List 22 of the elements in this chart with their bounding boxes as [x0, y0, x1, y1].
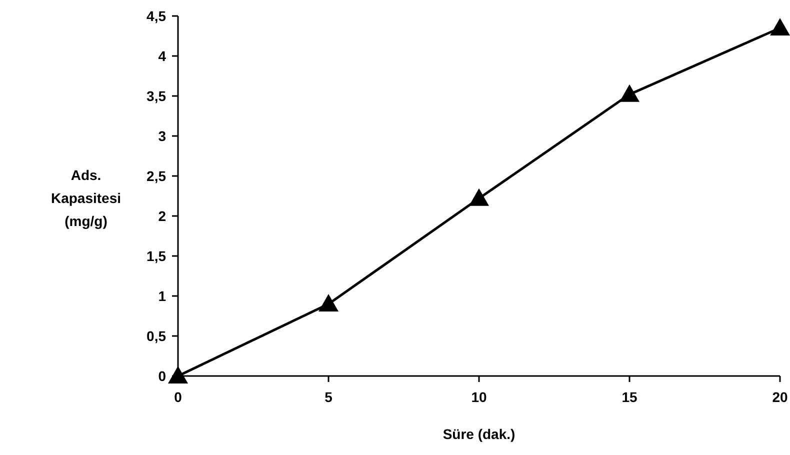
y-tick-label: 3 — [158, 128, 166, 144]
point — [318, 294, 338, 312]
point — [469, 188, 489, 206]
x-tick-label: 10 — [471, 389, 487, 405]
x-tick-label: 20 — [772, 389, 788, 405]
x-tick-label: 0 — [174, 389, 182, 405]
y-tick-label: 3,5 — [146, 88, 166, 104]
point — [770, 18, 790, 36]
x-tick-label: 15 — [622, 389, 638, 405]
x-axis-title: Süre (dak.) — [442, 426, 516, 442]
y-tick-label: 1,5 — [146, 248, 166, 264]
x-tick-label: 5 — [324, 389, 333, 405]
y-tick-label: 2 — [158, 208, 166, 224]
y-axis-title: Ads. Kapasitesi (mg/g) — [50, 167, 122, 229]
point — [620, 84, 640, 102]
y-tick-label: 0 — [158, 368, 166, 384]
point — [168, 366, 188, 384]
y-tick-label: 4,5 — [146, 8, 166, 24]
y-tick-label: 2,5 — [146, 168, 166, 184]
y-tick-label: 4 — [158, 48, 166, 64]
y-tick-label: 1 — [158, 288, 166, 304]
y-tick-label: 0,5 — [146, 328, 166, 344]
